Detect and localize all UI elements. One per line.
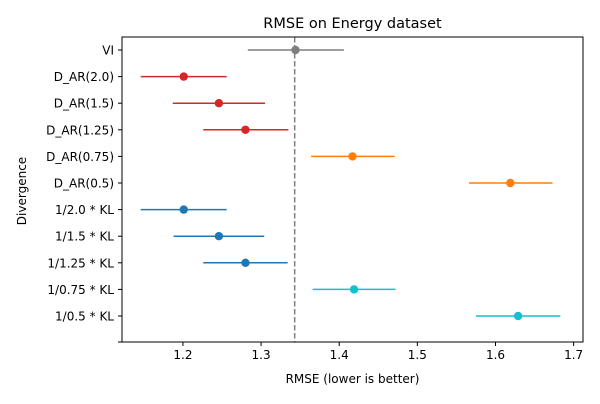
- x-tick-label: 1.4: [330, 348, 349, 362]
- y-tick-label: 1/1.25 * KL: [47, 256, 114, 270]
- y-tick-label: VI: [102, 44, 114, 58]
- data-point: [513, 311, 523, 321]
- x-tick-label: 1.5: [408, 348, 427, 362]
- x-tick-label: 1.2: [173, 348, 192, 362]
- x-axis-label: RMSE (lower is better): [286, 372, 420, 386]
- data-point: [241, 125, 250, 134]
- plot-area: 1.2 1.3 1.4 1.5 1.6 1.7 VI D_AR(2.0) D_AR(1.5) D_…: [46, 37, 583, 362]
- data-point: [179, 205, 188, 214]
- x-tick-label: 1.6: [486, 348, 505, 362]
- y-tick-label: 1/0.75 * KL: [47, 283, 114, 297]
- data-point: [349, 285, 359, 294]
- data-point: [291, 45, 300, 55]
- data-point: [214, 99, 224, 108]
- y-tick-label: 1/0.5 * KL: [55, 310, 114, 324]
- x-tick-label: 1.3: [252, 348, 271, 362]
- y-tick-label: 1/1.5 * KL: [55, 230, 114, 244]
- data-point: [179, 72, 188, 81]
- y-tick-label: D_AR(1.5): [54, 97, 114, 111]
- y-tick-label: D_AR(0.5): [54, 177, 114, 191]
- data-point: [241, 258, 250, 267]
- data-point: [348, 152, 357, 161]
- y-tick-label: D_AR(0.75): [46, 150, 114, 164]
- y-tick-label: D_AR(2.0): [54, 70, 114, 84]
- y-axis-label: Divergence: [15, 157, 29, 225]
- data-point: [214, 232, 224, 241]
- chart-title: RMSE on Energy dataset: [263, 16, 442, 32]
- x-tick-label: 1.7: [564, 348, 583, 362]
- axes-frame: [121, 36, 584, 343]
- y-tick-label: D_AR(1.25): [46, 123, 114, 137]
- y-tick-label: 1/2.0 * KL: [55, 203, 114, 217]
- data-point: [506, 178, 515, 188]
